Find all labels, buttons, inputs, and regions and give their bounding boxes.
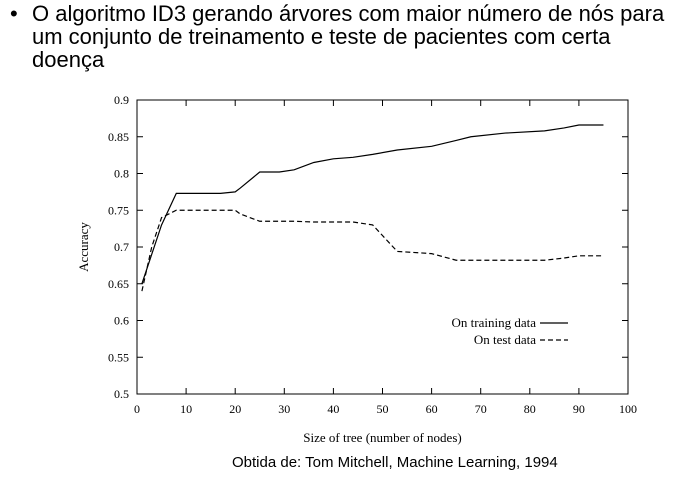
x-tick-label: 80 <box>524 402 536 416</box>
x-axis-label: Size of tree (number of nodes) <box>303 430 461 445</box>
x-tick-label: 60 <box>426 402 438 416</box>
x-tick-label: 70 <box>475 402 487 416</box>
x-tick-label: 100 <box>619 402 637 416</box>
bullet-point: • O algoritmo ID3 gerando árvores com ma… <box>10 2 680 71</box>
y-tick-label: 0.65 <box>108 277 129 291</box>
x-tick-label: 20 <box>229 402 241 416</box>
x-tick-label: 90 <box>573 402 585 416</box>
legend-label: On test data <box>474 332 536 347</box>
y-tick-label: 0.85 <box>108 130 129 144</box>
source-caption: Obtida de: Tom Mitchell, Machine Learnin… <box>232 454 558 471</box>
bullet-marker: • <box>10 1 18 26</box>
y-tick-label: 0.9 <box>114 93 129 107</box>
x-tick-label: 0 <box>134 402 140 416</box>
legend-label: On training data <box>452 315 537 330</box>
y-tick-label: 0.7 <box>114 240 129 254</box>
y-axis-label: Accuracy <box>76 222 91 272</box>
series-line-test <box>141 209 604 292</box>
x-tick-label: 30 <box>278 402 290 416</box>
bullet-text: O algoritmo ID3 gerando árvores com maio… <box>32 1 665 72</box>
y-tick-label: 0.5 <box>114 387 129 401</box>
plot-frame <box>136 99 629 395</box>
x-tick-label: 40 <box>327 402 339 416</box>
accuracy-chart: 0 10 20 30 40 50 60 70 80 90 100 0.5 0.55 0.6 0.65 0.7 0… <box>76 93 637 445</box>
y-tick-label: 0.8 <box>114 167 129 181</box>
y-tick-label: 0.75 <box>108 203 129 217</box>
series-line-training <box>141 124 604 284</box>
y-tick-label: 0.55 <box>108 350 129 364</box>
x-tick-label: 10 <box>180 402 192 416</box>
x-tick-label: 50 <box>377 402 389 416</box>
y-tick-label: 0.6 <box>114 314 129 328</box>
